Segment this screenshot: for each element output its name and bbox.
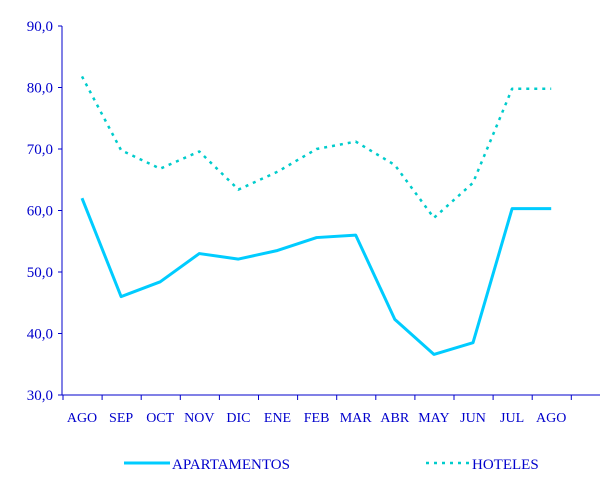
- y-tick-label: 70,0: [27, 142, 53, 158]
- x-tick-label: JUL: [500, 411, 524, 426]
- y-tick-label: 60,0: [27, 204, 53, 220]
- y-axis-ticks: 30,0 40,0 50,0 60,0 70,0 80,0 90,0: [27, 19, 62, 404]
- x-tick-label: DIC: [226, 411, 250, 426]
- axes: [62, 26, 600, 395]
- x-tick-label: AGO: [536, 411, 566, 426]
- legend-label: HOTELES: [472, 457, 539, 472]
- legend: APARTAMENTOS HOTELES: [124, 457, 539, 472]
- y-tick-label: 30,0: [27, 388, 53, 404]
- x-tick-label: ENE: [264, 411, 291, 426]
- y-tick-label: 40,0: [27, 327, 53, 343]
- x-axis-ticks: AGO SEP OCT NOV DIC ENE FEB MAR ABR MAY JUN JUL AGO: [63, 395, 571, 426]
- series-line-apartamentos: [82, 198, 551, 354]
- x-tick-label: AGO: [67, 411, 97, 426]
- series-line-hoteles: [82, 76, 551, 217]
- legend-label: APARTAMENTOS: [172, 457, 290, 472]
- x-tick-label: NOV: [184, 411, 214, 426]
- x-tick-label: MAR: [340, 411, 373, 426]
- legend-item-apartamentos: APARTAMENTOS: [124, 457, 290, 472]
- series-layer: [82, 76, 551, 354]
- x-tick-label: OCT: [146, 411, 174, 426]
- legend-item-hoteles: HOTELES: [426, 457, 539, 472]
- y-tick-label: 80,0: [27, 81, 53, 97]
- x-tick-label: FEB: [304, 411, 330, 426]
- x-tick-label: JUN: [460, 411, 486, 426]
- x-tick-label: ABR: [380, 411, 409, 426]
- y-tick-label: 90,0: [27, 19, 53, 35]
- x-tick-label: SEP: [109, 411, 133, 426]
- x-tick-label: MAY: [418, 411, 449, 426]
- y-tick-label: 50,0: [27, 265, 53, 281]
